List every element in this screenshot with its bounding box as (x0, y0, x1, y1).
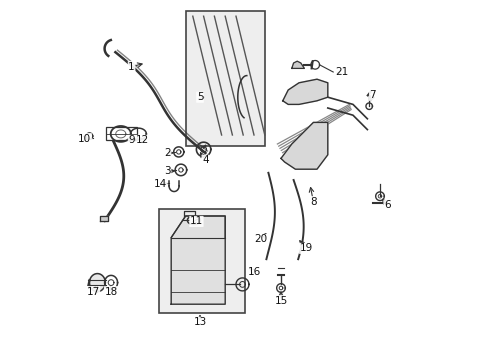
Text: 13: 13 (194, 317, 207, 327)
Bar (159, 209, 245, 313)
Text: 7: 7 (369, 90, 376, 100)
Polygon shape (100, 216, 108, 221)
Polygon shape (281, 122, 328, 169)
Polygon shape (171, 216, 225, 304)
Text: 17: 17 (86, 287, 99, 297)
Text: 11: 11 (190, 216, 203, 226)
Text: 20: 20 (255, 234, 268, 244)
Text: 8: 8 (310, 197, 317, 207)
Text: 21: 21 (336, 67, 349, 77)
Text: 18: 18 (104, 287, 118, 297)
Text: 6: 6 (384, 200, 391, 210)
Text: 5: 5 (196, 92, 203, 102)
Bar (186, 11, 265, 146)
Polygon shape (283, 79, 328, 104)
Text: 14: 14 (154, 179, 167, 189)
Polygon shape (292, 61, 304, 68)
Text: 3: 3 (164, 166, 171, 176)
Text: 10: 10 (78, 134, 91, 144)
Text: 12: 12 (136, 135, 149, 145)
Text: 9: 9 (128, 135, 135, 145)
Bar (106, 127, 137, 140)
Text: 1: 1 (128, 62, 135, 72)
Text: 2: 2 (164, 148, 171, 158)
Polygon shape (90, 274, 105, 292)
Text: 4: 4 (202, 155, 209, 165)
Text: 15: 15 (274, 296, 288, 306)
Text: 19: 19 (299, 243, 313, 253)
Text: 16: 16 (247, 267, 261, 277)
